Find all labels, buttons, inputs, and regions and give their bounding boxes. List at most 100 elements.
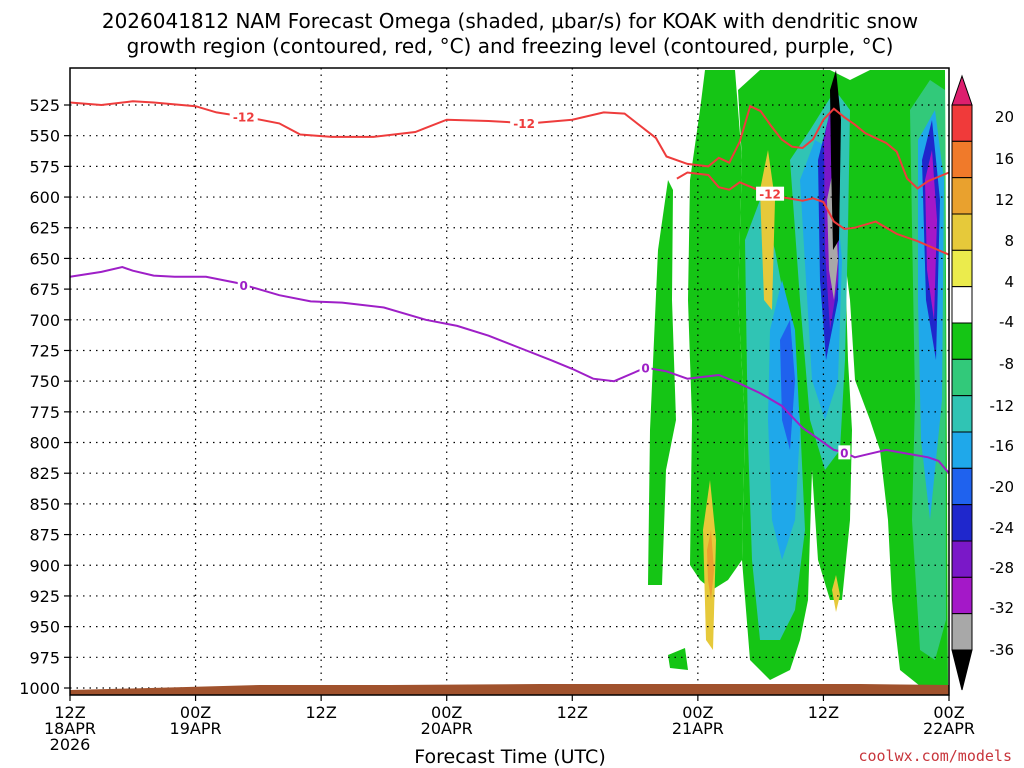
colorbar-band bbox=[951, 104, 973, 142]
contour-label: 0 bbox=[840, 446, 848, 460]
omega-region-green-west bbox=[648, 180, 676, 585]
y-tick-label: 550 bbox=[29, 127, 60, 146]
credit-text: coolwx.com/models bbox=[858, 747, 1012, 765]
omega-region-black bbox=[830, 70, 841, 250]
contour-label-bg bbox=[237, 277, 250, 292]
y-tick-label: 800 bbox=[29, 434, 60, 453]
x-tick-label: 00Z bbox=[682, 703, 713, 722]
contour-line bbox=[676, 171, 950, 256]
contour-label: -12 bbox=[759, 188, 781, 202]
y-tick-label: 725 bbox=[29, 341, 60, 360]
x-tick-label: 22APR bbox=[923, 719, 975, 738]
colorbar-label: -36 bbox=[990, 641, 1015, 659]
x-tick-label: 00Z bbox=[933, 703, 964, 722]
colorbar-band bbox=[951, 395, 973, 433]
contour-lines: 0 0 0 -12 -12 -12 bbox=[69, 100, 950, 474]
y-axis: 525 550 575 600 625 650 675 700 725 750 775 800 825 8… bbox=[19, 96, 70, 698]
omega-region-purple-2 bbox=[925, 150, 937, 320]
contour-label: -12 bbox=[233, 111, 255, 125]
x-axis-title: Forecast Time (UTC) bbox=[414, 746, 605, 768]
contour-label-bg bbox=[510, 116, 539, 131]
terrain-strip bbox=[70, 684, 949, 695]
colorbar-band bbox=[951, 576, 973, 615]
x-tick-label: 20APR bbox=[421, 719, 473, 738]
y-tick-label: 900 bbox=[29, 556, 60, 575]
colorbar-label: 8 bbox=[1004, 232, 1014, 250]
omega-region-small-green bbox=[668, 648, 688, 670]
colorbar-label: -12 bbox=[990, 397, 1015, 415]
y-tick-label: 700 bbox=[29, 311, 60, 330]
omega-region-yellow-3 bbox=[832, 575, 840, 612]
colorbar-band bbox=[951, 358, 973, 397]
chart-title-line-2: growth region (contoured, red, °C) and f… bbox=[127, 34, 894, 58]
colorbar-band bbox=[951, 431, 973, 469]
colorbar-label: 12 bbox=[995, 191, 1014, 209]
y-tick-label: 925 bbox=[29, 587, 60, 606]
colorbar-top-arrow bbox=[951, 74, 973, 106]
contour-label: 0 bbox=[641, 362, 649, 376]
contour-label: -12 bbox=[513, 117, 535, 131]
colorbar-band bbox=[951, 540, 973, 578]
grid bbox=[70, 68, 949, 695]
colorbar-label: -20 bbox=[990, 478, 1015, 496]
contour-label-bg bbox=[229, 109, 258, 124]
colorbar-band bbox=[951, 504, 973, 542]
omega-region-green-west-2 bbox=[688, 70, 745, 590]
x-tick-label: 12Z bbox=[557, 703, 588, 722]
x-tick-label: 00Z bbox=[180, 703, 211, 722]
y-tick-label: 675 bbox=[29, 280, 60, 299]
colorbar-label: -8 bbox=[999, 355, 1014, 373]
contour-label-bg bbox=[838, 445, 851, 460]
omega-region-deep-blue-1 bbox=[780, 320, 795, 450]
y-tick-label: 825 bbox=[29, 464, 60, 483]
y-tick-label: 1000 bbox=[19, 679, 60, 698]
y-tick-label: 975 bbox=[29, 648, 60, 667]
x-tick-label: 12Z bbox=[808, 703, 839, 722]
x-tick-label: 12Z bbox=[305, 703, 336, 722]
x-tick-label: 21APR bbox=[672, 719, 724, 738]
colorbar-label: 20 bbox=[995, 108, 1014, 126]
y-tick-label: 950 bbox=[29, 618, 60, 637]
colorbar-band bbox=[951, 213, 973, 251]
y-tick-label: 875 bbox=[29, 526, 60, 545]
colorbar-label: -28 bbox=[990, 559, 1015, 577]
colorbar-band bbox=[951, 322, 973, 360]
contour-label: 0 bbox=[240, 279, 248, 293]
colorbar-label: -32 bbox=[990, 599, 1015, 617]
omega-region-orange bbox=[707, 530, 714, 600]
y-tick-label: 575 bbox=[29, 157, 60, 176]
x-tick-label: 2026 bbox=[50, 735, 91, 754]
x-tick-label: 12Z bbox=[54, 703, 85, 722]
y-tick-label: 775 bbox=[29, 403, 60, 422]
contour-label-bg bbox=[639, 360, 652, 375]
x-tick-label: 19APR bbox=[170, 719, 222, 738]
colorbar-band bbox=[951, 140, 973, 179]
colorbar-band bbox=[951, 467, 973, 506]
colorbar-bottom-arrow bbox=[951, 649, 973, 691]
colorbar-label: -24 bbox=[990, 519, 1015, 537]
colorbar-label: -4 bbox=[999, 313, 1014, 331]
contour-line bbox=[69, 265, 950, 474]
colorbar-label: 16 bbox=[995, 150, 1014, 168]
y-tick-label: 525 bbox=[29, 96, 60, 115]
colorbar: 20 16 12 8 4 -4 -8 -12 -16 -20 -24 -28 -32 -36 bbox=[951, 74, 1015, 691]
y-tick-label: 850 bbox=[29, 495, 60, 514]
y-tick-label: 650 bbox=[29, 249, 60, 268]
x-tick-label: 00Z bbox=[431, 703, 462, 722]
colorbar-band bbox=[951, 177, 973, 215]
colorbar-band bbox=[951, 249, 973, 288]
y-tick-label: 750 bbox=[29, 372, 60, 391]
contour-label-bg bbox=[756, 186, 785, 201]
colorbar-label: 4 bbox=[1004, 273, 1014, 291]
y-tick-label: 625 bbox=[29, 219, 60, 238]
colorbar-label: -16 bbox=[990, 437, 1015, 455]
colorbar-band bbox=[951, 286, 973, 324]
chart-title-line-1: 2026041812 NAM Forecast Omega (shaded, μ… bbox=[102, 9, 918, 33]
contour-line bbox=[69, 100, 950, 190]
y-tick-label: 600 bbox=[29, 188, 60, 207]
x-tick-label: 18APR bbox=[44, 719, 96, 738]
colorbar-band bbox=[951, 613, 973, 651]
omega-region-gray bbox=[827, 170, 838, 300]
